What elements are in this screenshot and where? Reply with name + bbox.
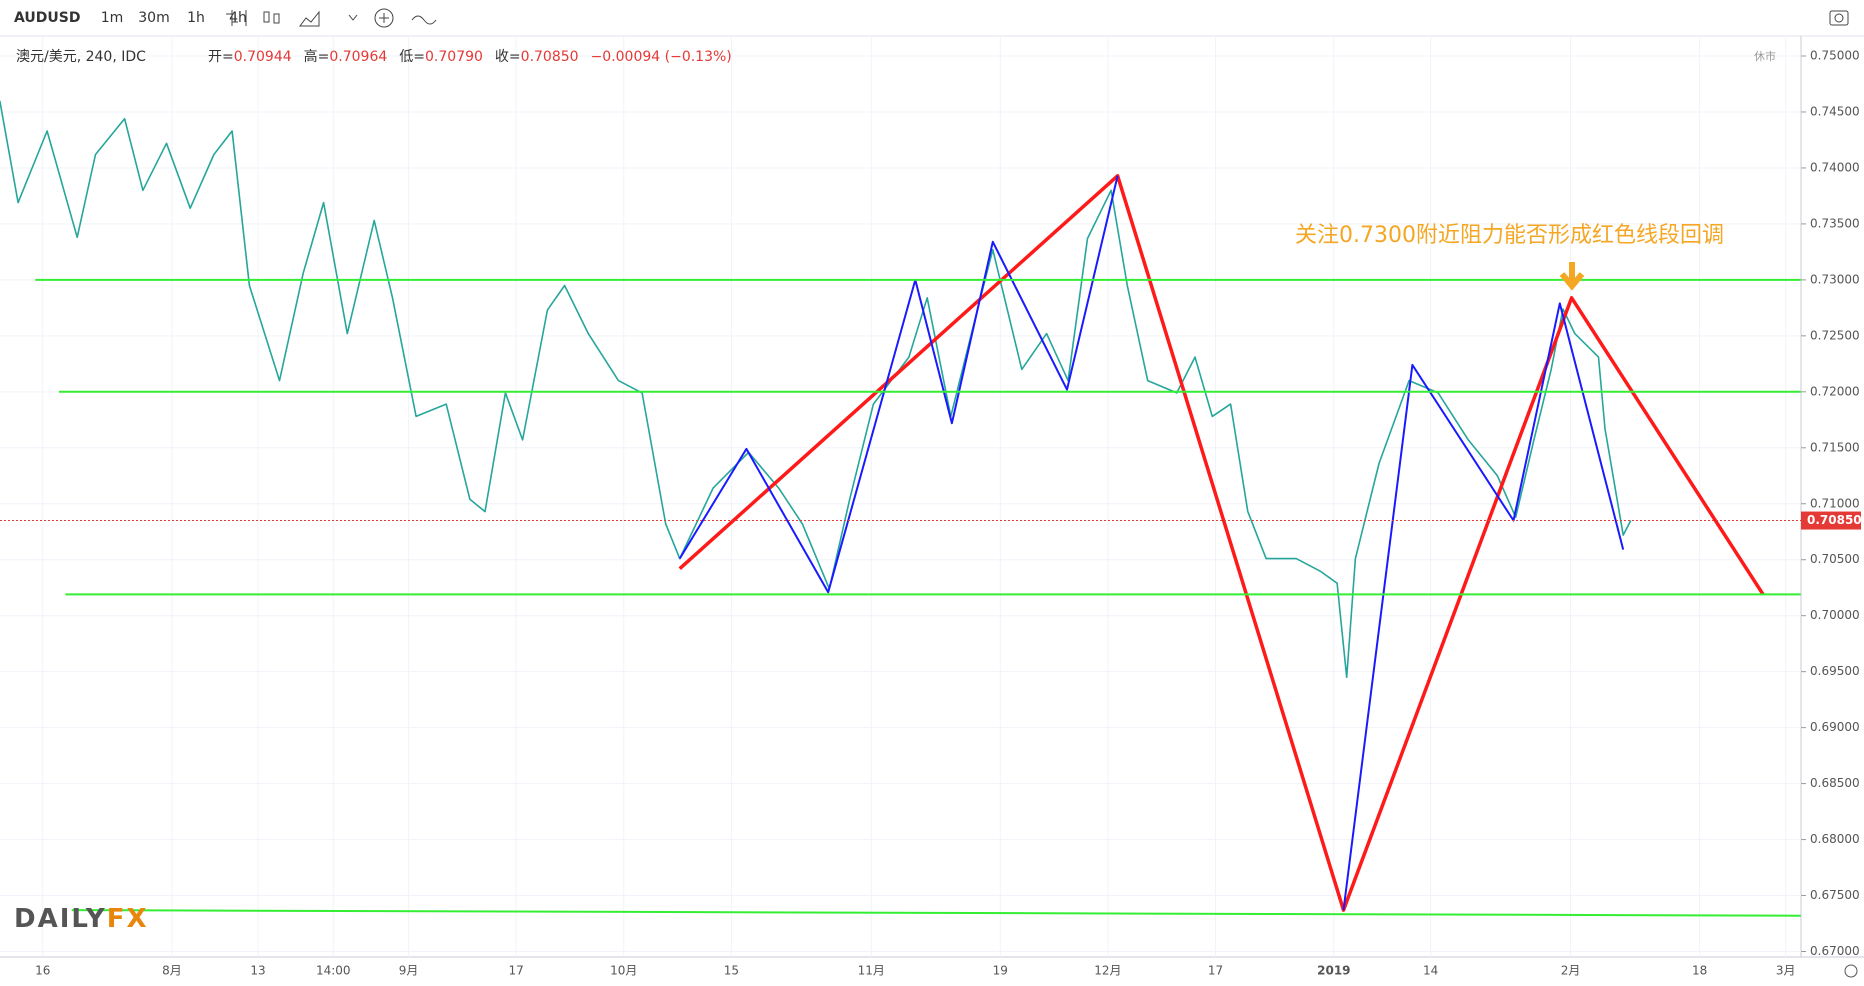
compare-icon[interactable] xyxy=(411,15,437,25)
x-tick-label: 13 xyxy=(250,964,265,978)
arrow xyxy=(1559,262,1585,291)
x-tick-label: 15 xyxy=(724,964,739,978)
legend-item: 收=0.70850 xyxy=(495,49,579,65)
legend-label: 开= xyxy=(208,49,234,65)
add-icon[interactable] xyxy=(374,8,394,28)
legend-label: 高= xyxy=(304,48,330,65)
x-tick-label: 18 xyxy=(1692,964,1707,978)
last-price-label: 0.70850 xyxy=(1807,513,1862,527)
legend-item: 开=0.70944 xyxy=(208,49,292,65)
add-icon[interactable] xyxy=(379,13,389,23)
area-icon[interactable] xyxy=(299,10,320,27)
y-tick-label: 0.71000 xyxy=(1810,496,1860,510)
toolbar-icons[interactable] xyxy=(226,8,1849,28)
x-tick-label: 14:00 xyxy=(316,964,351,978)
legend-title: 澳元/美元, 240, IDC xyxy=(16,49,146,65)
x-tick-label: 10月 xyxy=(610,964,637,978)
legend-value: 0.70964 xyxy=(329,49,387,65)
candle-icon[interactable] xyxy=(273,13,280,24)
toolbar xyxy=(0,0,1864,36)
y-tick-label: 0.69500 xyxy=(1810,664,1860,678)
x-tick-label: 14 xyxy=(1423,964,1438,978)
y-tick-label: 0.70000 xyxy=(1810,608,1860,622)
y-tick-label: 0.74000 xyxy=(1810,160,1860,174)
y-tick-label: 0.71500 xyxy=(1810,440,1860,454)
drawn-line xyxy=(678,175,1119,594)
y-tick-label: 0.67500 xyxy=(1810,888,1860,902)
y-tick-label: 0.70500 xyxy=(1810,552,1860,566)
logo: DAILYFX xyxy=(14,904,149,934)
x-tick-label: 16 xyxy=(35,964,50,978)
legend-value: 0.70850 xyxy=(521,49,579,65)
legend-value: 0.70944 xyxy=(234,49,292,65)
last-price-tag xyxy=(1801,511,1861,530)
y-tick-label: 0.73000 xyxy=(1810,272,1860,286)
legend-item: 低=0.70790 xyxy=(399,49,483,65)
x-tick-label: 9月 xyxy=(399,964,419,978)
logo-right: FX xyxy=(107,904,149,934)
x-tick-label: 11月 xyxy=(858,964,885,978)
y-tick-label: 0.72500 xyxy=(1810,328,1860,342)
y-tick-label: 0.72000 xyxy=(1810,384,1860,398)
x-tick-label: 2019 xyxy=(1317,964,1350,978)
y-tick-label: 0.69000 xyxy=(1810,720,1860,734)
price-line xyxy=(0,100,1632,679)
candle-icon[interactable] xyxy=(263,11,270,23)
dropdown-icon[interactable] xyxy=(348,14,358,21)
x-tick-label: 3月 xyxy=(1776,964,1796,978)
annotation: 关注0.7300附近阻力能否形成红色线段回调 xyxy=(1295,223,1724,248)
legend-label: 收= xyxy=(495,49,521,65)
legend-value: 0.70790 xyxy=(425,49,483,65)
camera-icon[interactable] xyxy=(1829,10,1849,26)
x-tick-label: 19 xyxy=(993,964,1008,978)
legend-item: 高=0.70964 xyxy=(304,48,388,65)
y-tick-label: 0.68500 xyxy=(1810,776,1860,790)
y-tick-label: 0.73500 xyxy=(1810,216,1860,230)
y-tick-label: 0.75000 xyxy=(1810,49,1860,63)
x-tick-label: 17 xyxy=(1208,964,1223,978)
settings-icon[interactable] xyxy=(1844,964,1858,978)
x-tick-label: 8月 xyxy=(162,964,182,978)
legend-change: −0.00094 (−0.13%) xyxy=(591,49,732,65)
camera-icon[interactable] xyxy=(1834,13,1844,23)
legend-label: 低= xyxy=(399,49,425,65)
x-tick-label: 12月 xyxy=(1094,964,1121,978)
x-tick-label: 2月 xyxy=(1561,964,1581,978)
interval-button[interactable]: 30m xyxy=(138,10,169,26)
symbol[interactable]: AUDUSD xyxy=(14,10,80,26)
drawn-line xyxy=(1342,302,1625,911)
interval-button[interactable]: 1h xyxy=(187,10,205,26)
drawn-line xyxy=(71,909,1801,917)
x-tick-label: 17 xyxy=(509,964,524,978)
interval-button[interactable]: 1m xyxy=(101,10,124,26)
bar-icon[interactable] xyxy=(226,10,247,26)
y-tick-label: 0.74500 xyxy=(1810,104,1860,118)
y-tick-label: 0.68000 xyxy=(1810,832,1860,846)
market-status: 休市 xyxy=(1754,49,1776,63)
y-tick-label: 0.67000 xyxy=(1810,944,1860,958)
logo-left: DAILY xyxy=(14,904,107,934)
